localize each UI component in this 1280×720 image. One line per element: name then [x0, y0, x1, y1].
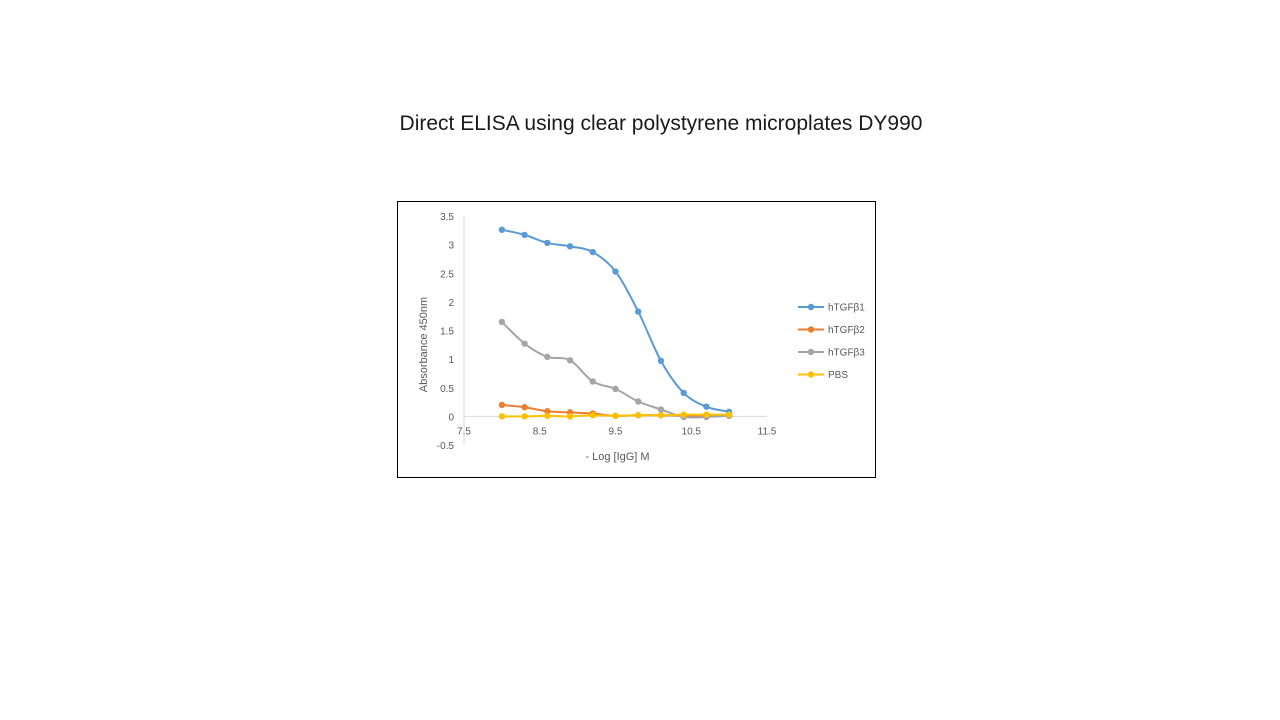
data-point: [657, 406, 665, 413]
x-tick-label: 8.5: [533, 426, 547, 437]
y-tick-label: 0: [448, 412, 454, 423]
legend-label: hTGFβ2: [828, 325, 865, 336]
data-point: [521, 340, 528, 347]
y-tick-label: 0.5: [440, 384, 454, 395]
data-point: [498, 226, 506, 233]
data-point: [566, 243, 574, 250]
data-point: [635, 308, 642, 315]
chart-frame: 3.5 3 2.5 2 1.5 1 0.5 0 -0.5 7.5 8.5 9.5 10.5 11.5 hT…: [397, 201, 876, 478]
data-point: [680, 389, 687, 397]
slide-title: Direct ELISA using clear polystyrene mic…: [399, 112, 923, 135]
data-point: [657, 357, 665, 365]
y-tick-label: 3.5: [440, 212, 454, 223]
data-point: [544, 239, 551, 247]
data-point: [498, 401, 506, 409]
data-point: [544, 353, 551, 361]
legend-swatch-marker: [807, 371, 815, 378]
data-point: [589, 378, 596, 385]
y-tick-label: 2: [448, 298, 454, 309]
x-tick-label: 10.5: [682, 426, 702, 437]
series: [498, 226, 733, 421]
data-point: [703, 411, 710, 418]
series-group: [498, 318, 733, 421]
y-tick-label: 2.5: [440, 269, 454, 280]
data-point: [544, 412, 551, 420]
data-point: [544, 408, 551, 415]
data-point: [589, 248, 596, 256]
legend-item: hTGFβ1: [798, 303, 865, 314]
data-point: [680, 411, 687, 418]
data-point: [612, 268, 619, 275]
data-point: [498, 413, 506, 420]
data-point: [521, 404, 528, 411]
y-tick-label: 1.5: [440, 327, 454, 338]
x-tick-label: 7.5: [457, 426, 471, 437]
legend-item: hTGFβ3: [798, 348, 865, 359]
legend-swatch-marker: [807, 326, 815, 333]
y-tick-label: -0.5: [437, 441, 455, 452]
x-tick-label: 11.5: [758, 426, 777, 437]
data-point: [612, 412, 619, 420]
legend-item: hTGFβ2: [798, 325, 865, 336]
data-point: [521, 231, 528, 239]
y-tick-label: 1: [448, 355, 454, 366]
series-group: [498, 411, 733, 420]
data-point: [635, 412, 642, 419]
legend-label: PBS: [828, 370, 848, 381]
x-tick-label: 9.5: [609, 426, 623, 437]
data-point: [725, 411, 733, 418]
data-point: [612, 385, 619, 393]
data-point: [566, 357, 574, 364]
y-tick-label: 3: [448, 241, 454, 252]
legend-label: hTGFβ3: [828, 348, 865, 359]
legend: hTGFβ1 hTGFβ2 hTGFβ3 PBS: [798, 303, 865, 381]
data-point: [566, 413, 574, 420]
chart-plot: 3.532.521.510.50-0.57.5 8.5 9.5 10.5 11.5 hT…: [418, 212, 865, 463]
legend-item: PBS: [798, 370, 848, 381]
data-point: [703, 403, 710, 410]
data-point: [657, 412, 665, 419]
data-point: [498, 318, 506, 326]
series-line: [501, 228, 730, 413]
y-axis-title: Absorbance 450nm: [418, 297, 430, 392]
legend-swatch-marker: [807, 348, 815, 356]
legend-swatch-marker: [807, 303, 815, 311]
x-axis-title: - Log [IgG] M: [585, 451, 649, 463]
data-point: [589, 412, 596, 419]
series-line: [501, 321, 730, 419]
data-point: [635, 398, 642, 405]
tick-labels: 3.532.521.510.50-0.57.5 8.5 9.5 10.5 11.5: [437, 212, 777, 452]
legend-label: hTGFβ1: [828, 303, 865, 314]
data-point: [521, 413, 528, 420]
